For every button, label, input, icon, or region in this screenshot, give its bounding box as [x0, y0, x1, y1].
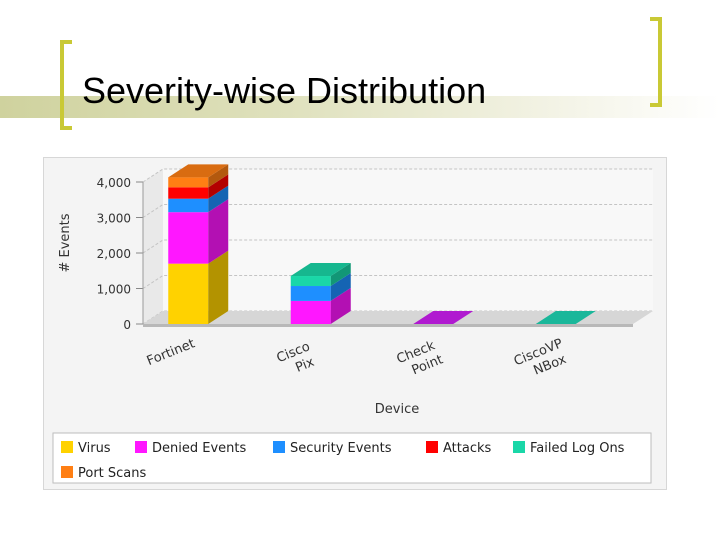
y-tick-label: 1,000	[97, 283, 131, 297]
legend-box	[52, 432, 652, 484]
legend-label: Failed Log Ons	[530, 441, 625, 456]
bar-segment-side	[208, 174, 229, 199]
bar-top-face	[413, 311, 474, 324]
bar-cap	[168, 177, 209, 188]
gridline	[142, 239, 653, 254]
legend-label: Attacks	[443, 441, 492, 456]
legend-label: Virus	[78, 441, 111, 456]
bar-segment	[168, 263, 209, 324]
chart-floor-top	[143, 311, 653, 324]
bar-segment-side	[330, 273, 351, 301]
y-tick-label: 4,000	[97, 176, 131, 190]
bar-segment-side	[208, 199, 229, 264]
y-axis-ticks: 0 1,000 2,000 3,000 4,000	[97, 176, 144, 332]
bar-segment-side	[208, 185, 229, 213]
x-tick-label: Fortinet	[145, 336, 197, 369]
x-axis-label: Device	[375, 402, 419, 417]
bar-top-face	[535, 311, 596, 324]
chart-floor	[143, 311, 653, 327]
bar-segment	[290, 286, 331, 301]
bar-segment-side	[330, 287, 351, 324]
y-tick-label: 0	[123, 318, 131, 332]
legend-label: Port Scans	[78, 466, 147, 481]
legend-swatch	[426, 441, 438, 453]
chart-floor-edge	[143, 324, 633, 327]
legend-label: Denied Events	[152, 441, 246, 456]
y-tick-label: 2,000	[97, 247, 131, 261]
bar-segment	[168, 187, 209, 199]
bar-cap	[290, 276, 331, 287]
bar-segment	[168, 198, 209, 213]
y-axis-label: # Events	[58, 213, 73, 272]
gridline	[142, 275, 653, 289]
legend-swatch	[513, 441, 525, 453]
x-tick-label-line: Pix	[293, 355, 316, 376]
gridline	[142, 168, 653, 183]
legend-label: Security Events	[290, 441, 392, 456]
bar-top-face	[168, 164, 229, 178]
left-bracket-decoration	[60, 40, 72, 130]
bar-cap-side	[330, 263, 351, 287]
bar-segment	[290, 300, 331, 324]
bar-cap-side	[208, 164, 229, 188]
bar-segment	[168, 212, 209, 264]
title-stripe	[0, 96, 720, 118]
right-bracket-decoration	[650, 17, 662, 107]
legend-swatch	[61, 441, 73, 453]
legend-swatch	[61, 466, 73, 478]
slide-title: Severity-wise Distribution	[82, 70, 487, 111]
chart-bars	[168, 164, 596, 324]
legend-swatch	[273, 441, 285, 453]
x-tick-label-line: Fortinet	[145, 336, 197, 369]
gridline	[142, 204, 653, 218]
legend-swatch	[135, 441, 147, 453]
bar-top-face	[290, 263, 351, 277]
chart-legend: Virus Denied Events Security Events Attacks…	[52, 432, 652, 484]
y-tick-label: 3,000	[97, 212, 131, 226]
bar-segment-side	[208, 250, 229, 324]
